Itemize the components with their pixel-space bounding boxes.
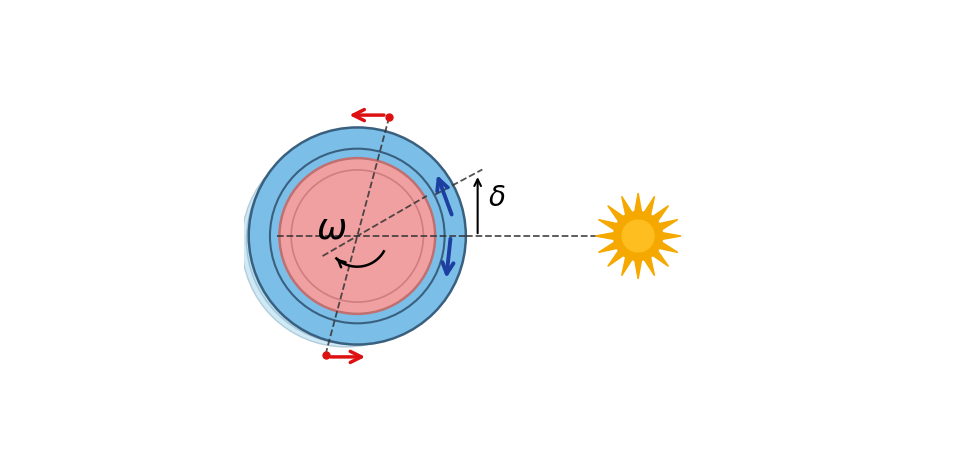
Ellipse shape (249, 127, 466, 345)
Ellipse shape (291, 170, 423, 302)
Polygon shape (608, 248, 627, 266)
Ellipse shape (242, 139, 449, 347)
Ellipse shape (247, 136, 454, 344)
Circle shape (622, 220, 654, 252)
Polygon shape (656, 219, 678, 232)
Polygon shape (656, 240, 678, 253)
Ellipse shape (270, 149, 444, 323)
Polygon shape (634, 193, 642, 216)
Polygon shape (598, 219, 621, 232)
Ellipse shape (279, 158, 435, 314)
Polygon shape (598, 240, 621, 253)
Text: $\delta$: $\delta$ (488, 185, 506, 211)
Text: $\omega$: $\omega$ (316, 212, 347, 246)
Polygon shape (659, 232, 681, 240)
Polygon shape (608, 206, 627, 224)
Polygon shape (650, 248, 668, 266)
Polygon shape (595, 232, 617, 240)
Polygon shape (642, 196, 655, 219)
Polygon shape (622, 196, 634, 219)
Polygon shape (634, 256, 642, 279)
Polygon shape (622, 253, 634, 276)
Polygon shape (642, 253, 655, 276)
Circle shape (613, 211, 662, 261)
Polygon shape (650, 206, 668, 224)
